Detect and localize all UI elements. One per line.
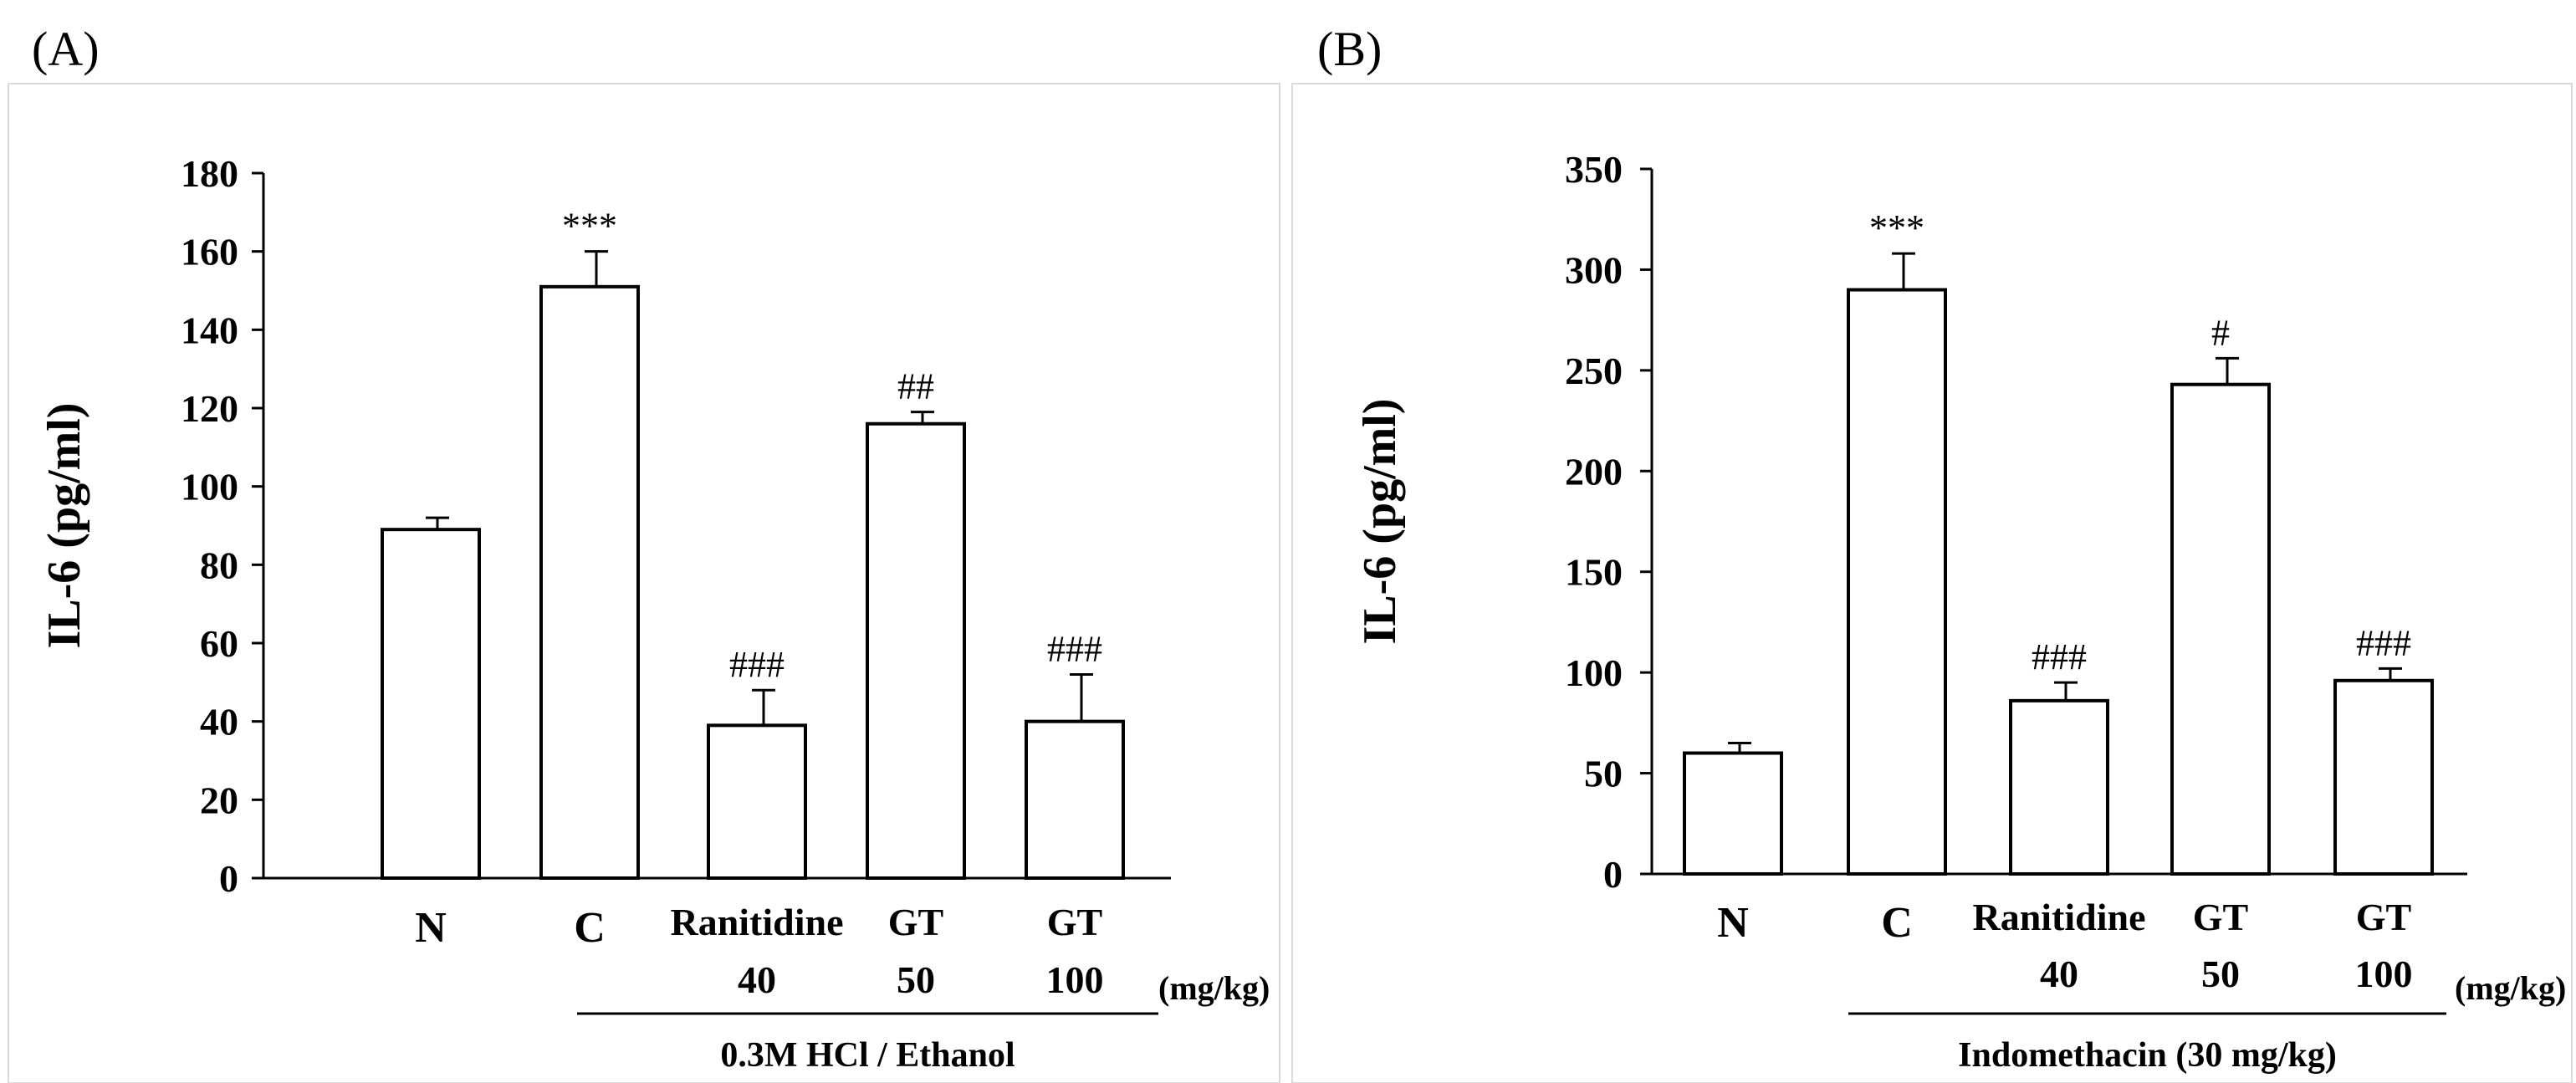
panel-a-y-tick-label: 40 — [200, 701, 238, 743]
panel-b-y-tick-label: 150 — [1565, 551, 1623, 594]
panel-b-group-label: Indomethacin (30 mg/kg) — [1958, 1036, 2337, 1075]
panel-b-significance-label: # — [2211, 312, 2230, 353]
panel-a-dose-label: 100 — [1046, 958, 1104, 1001]
panel-b-dose-label: 100 — [2355, 953, 2413, 995]
panel-a-dose-label: 40 — [738, 958, 776, 1001]
panel-a-significance-label: *** — [562, 206, 617, 247]
panel-b-y-tick-label: 300 — [1565, 248, 1623, 291]
panel-b-y-tick-label: 350 — [1565, 148, 1623, 191]
panel-b-y-tick-label: 200 — [1565, 450, 1623, 493]
panel-a-y-tick-label: 60 — [200, 622, 238, 665]
panel-b-bar — [2333, 678, 2434, 876]
panel-b-category-label: GT — [2193, 896, 2248, 938]
panel-b-bar — [2009, 698, 2109, 876]
panel-b-unit-label: (mg/kg) — [2455, 969, 2566, 1007]
panel-a-category-label: Ranitidine — [670, 901, 843, 943]
panel-a-category-label: GT — [888, 901, 943, 943]
panel-b-y-tick-label: 100 — [1565, 651, 1623, 694]
panel-b-chart: (B) 0 50 100 150 200 250 300 350 IL-6 (pg/ml) N ***… — [1291, 22, 2573, 1083]
panel-b-y-tick-label: 50 — [1584, 753, 1623, 795]
panel-a-label: (A) — [32, 22, 100, 76]
panel-b-bar — [2170, 382, 2271, 876]
panel-b-category-label: C — [1881, 899, 1913, 947]
panel-a-frame — [8, 83, 1280, 1083]
panel-a-y-axis-title: IL-6 (pg/ml) — [38, 403, 90, 649]
panel-a-significance-label: ## — [897, 366, 934, 407]
panel-a-chart: (A) 0 20 40 60 80 100 120 140 160 180 IL-6 (pg/ml) N… — [8, 22, 1280, 1083]
panel-a-significance-label: ### — [1047, 628, 1102, 669]
panel-b-significance-label: ### — [2032, 636, 2087, 677]
panel-a-bar — [866, 421, 966, 880]
panel-b-label: (B) — [1317, 22, 1382, 76]
panel-a-y-tick-label: 100 — [181, 466, 238, 508]
panel-a-bar — [1025, 719, 1125, 881]
panel-a-bar — [381, 528, 481, 881]
panel-a-dose-label: 50 — [897, 958, 935, 1001]
panel-a-y-tick-label: 140 — [181, 309, 238, 351]
panel-a-y-tick-label: 20 — [200, 779, 238, 821]
panel-a-category-label: GT — [1047, 901, 1102, 943]
panel-b-dose-label: 50 — [2201, 953, 2240, 995]
panel-a-category-label: N — [415, 904, 447, 952]
panel-b-category-label: Ranitidine — [1972, 896, 2145, 938]
panel-b-bar — [1847, 288, 1947, 876]
panel-a-y-tick-label: 160 — [181, 231, 238, 273]
panel-a-y-tick-label: 120 — [181, 387, 238, 430]
panel-a-bar — [707, 723, 807, 880]
panel-b-dose-label: 40 — [2040, 953, 2078, 995]
panel-b-category-label: GT — [2356, 896, 2411, 938]
panel-a-y-tick-label: 0 — [219, 857, 238, 900]
panel-b-category-label: N — [1717, 899, 1749, 947]
panel-a-y-tick-label: 180 — [181, 152, 238, 195]
panel-b-y-tick-label: 0 — [1603, 853, 1623, 896]
panel-a-category-label: C — [574, 904, 606, 952]
panel-b-y-tick-label: 250 — [1565, 350, 1623, 392]
panel-a-y-tick-label: 80 — [200, 544, 238, 586]
panel-a-unit-label: (mg/kg) — [1158, 969, 1270, 1007]
panel-b-significance-label: ### — [2356, 622, 2411, 663]
panel-a-bar — [539, 284, 640, 881]
panel-b-y-axis-title: IL-6 (pg/ml) — [1354, 399, 1406, 645]
panel-b-frame — [1291, 83, 2573, 1083]
panel-b-significance-label: *** — [1869, 207, 1924, 248]
panel-b-bar — [1683, 751, 1783, 876]
panel-a-group-label: 0.3M HCl / Ethanol — [720, 1036, 1015, 1075]
panel-a-significance-label: ### — [729, 644, 785, 685]
